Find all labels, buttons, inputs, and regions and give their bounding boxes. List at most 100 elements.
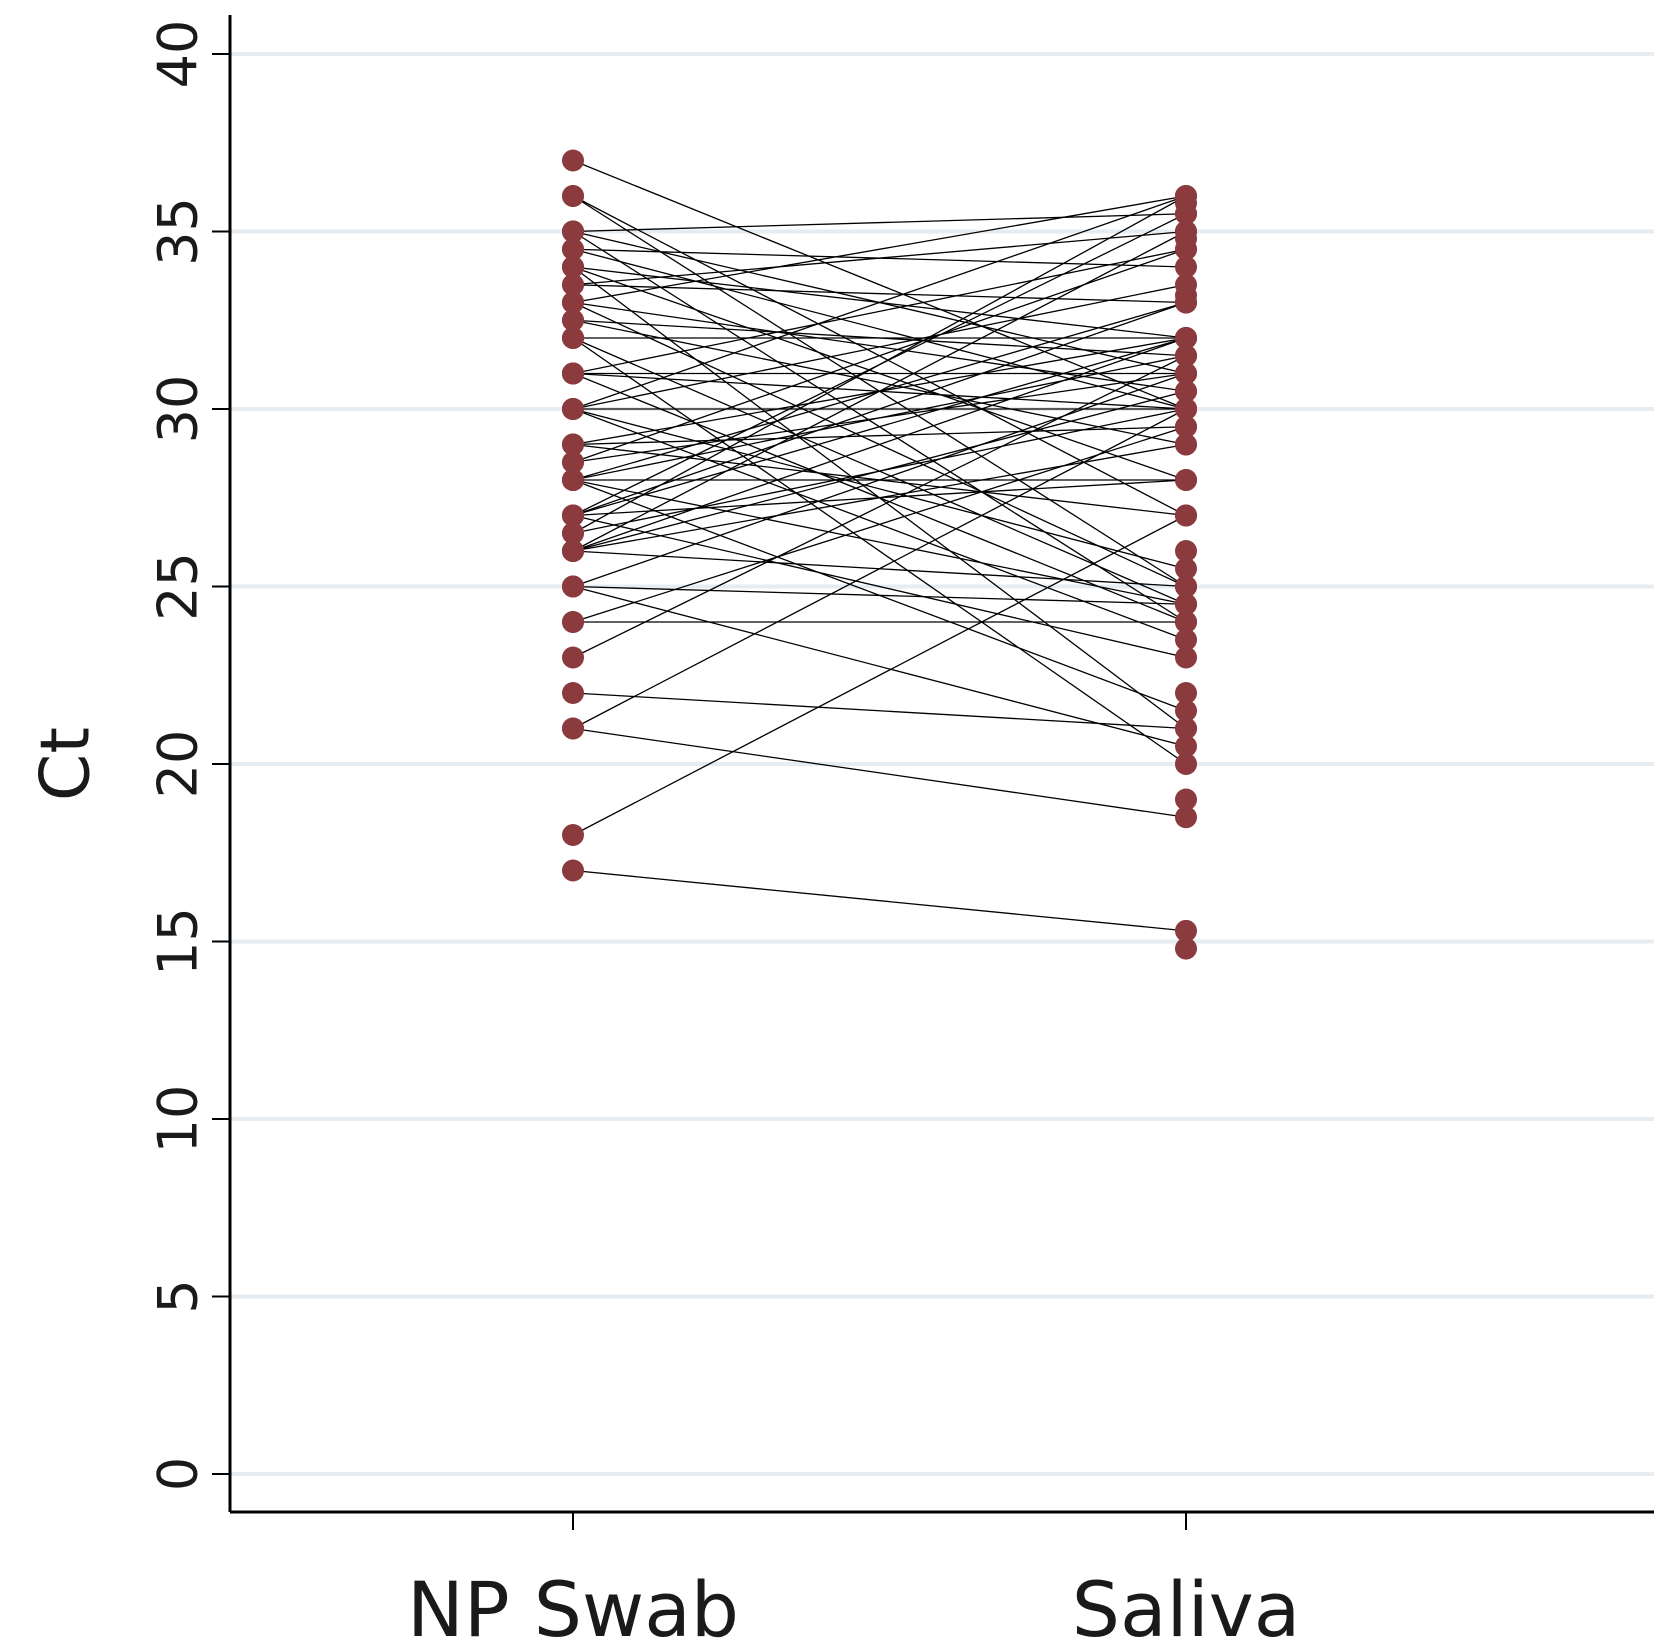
- saliva-point-57: [1175, 344, 1197, 367]
- y-tick-label-0: 0: [147, 1457, 210, 1491]
- pair-line-47: [572, 230, 1187, 552]
- saliva-point-61: [1175, 504, 1197, 527]
- pair-line-0: [572, 159, 1187, 410]
- pair-line-25: [572, 195, 1187, 410]
- np-swab-point-24: [562, 362, 584, 385]
- pair-lines: [572, 159, 1187, 932]
- saliva-point-20: [1175, 753, 1197, 775]
- np-swab-point-15: [562, 291, 584, 314]
- x-category-label-1: Saliva: [1072, 1565, 1301, 1651]
- pair-line-15: [572, 195, 1187, 304]
- np-swab-point-34: [562, 451, 584, 474]
- saliva-extra-point-5: [1175, 227, 1197, 250]
- saliva-point-58: [1175, 717, 1197, 740]
- pair-line-56: [572, 426, 1187, 623]
- saliva-point-50: [1175, 575, 1197, 598]
- np-swab-point-0: [562, 149, 584, 172]
- y-tick-label-15: 15: [147, 907, 210, 976]
- pair-line-48: [572, 337, 1187, 552]
- pair-line-20: [572, 337, 1187, 765]
- y-axis-title: Ct: [27, 727, 106, 801]
- np-swab-point-5: [562, 220, 584, 243]
- pair-line-43: [572, 514, 1187, 659]
- pair-line-51: [572, 443, 1187, 552]
- saliva-point-29: [1175, 628, 1197, 651]
- saliva-point-38: [1175, 699, 1197, 722]
- saliva-point-59: [1175, 398, 1197, 420]
- np-swab-point-57: [562, 646, 584, 669]
- np-swab-point-12: [562, 273, 584, 296]
- pair-line-31: [572, 426, 1187, 446]
- np-swab-point-60: [562, 717, 584, 740]
- saliva-point-48: [1175, 327, 1197, 349]
- np-swab-point-44: [562, 504, 584, 527]
- pair-line-17: [572, 319, 1187, 446]
- pair-line-3: [572, 213, 1187, 233]
- saliva-extra-point-3: [1175, 540, 1197, 562]
- saliva-point-56: [1175, 415, 1197, 438]
- pair-line-37: [572, 479, 1187, 605]
- y-tick-label-35: 35: [147, 197, 210, 266]
- pair-line-57: [572, 355, 1187, 659]
- grid-lines: [230, 52, 1654, 1476]
- saliva-point-62: [1175, 919, 1197, 942]
- pair-line-62: [572, 869, 1187, 932]
- np-swab-point-10: [562, 256, 584, 278]
- np-swab-point-62: [562, 859, 584, 882]
- np-swab-point-29: [562, 398, 584, 420]
- np-swab-point-32: [562, 433, 584, 456]
- pair-line-11: [572, 230, 1187, 286]
- saliva-point-43: [1175, 646, 1197, 669]
- np-swab-point-61: [562, 824, 584, 846]
- pair-line-60: [572, 727, 1187, 818]
- pair-line-41: [572, 337, 1187, 517]
- saliva-point-49: [1175, 380, 1197, 403]
- saliva-point-53: [1175, 362, 1197, 385]
- y-tick-label-30: 30: [147, 375, 210, 444]
- saliva-point-27: [1175, 557, 1197, 580]
- axis-ticks: 0 5 10 15 20 25 30 35 40 NP Swab Saliva: [147, 20, 1301, 1651]
- pair-line-33: [572, 248, 1187, 463]
- saliva-point-52: [1175, 593, 1197, 616]
- saliva-point-55: [1175, 611, 1197, 633]
- y-tick-label-20: 20: [147, 730, 210, 799]
- pair-line-61: [572, 514, 1187, 836]
- np-swab-point-58: [562, 682, 584, 704]
- pair-line-27: [572, 408, 1187, 570]
- pair-line-54: [572, 585, 1187, 747]
- pair-line-44: [572, 301, 1187, 517]
- pair-line-53: [572, 372, 1187, 588]
- saliva-extra-point-4: [1175, 192, 1197, 215]
- pair-line-12: [572, 284, 1187, 304]
- y-tick-label-5: 5: [147, 1279, 210, 1313]
- pair-line-45: [572, 195, 1187, 534]
- pair-line-28: [572, 284, 1187, 410]
- saliva-point-42: [1175, 469, 1197, 491]
- np-swab-point-17: [562, 309, 584, 332]
- saliva-point-6: [1175, 256, 1197, 278]
- np-swab-point-2: [562, 185, 584, 207]
- saliva-point-51: [1175, 433, 1197, 456]
- y-tick-label-40: 40: [147, 20, 210, 89]
- saliva-point-60: [1175, 806, 1197, 829]
- saliva-extra-point-1: [1175, 788, 1197, 811]
- y-tick-label-10: 10: [147, 1085, 210, 1154]
- np-swab-point-54: [562, 575, 584, 598]
- np-swab-point-39: [562, 469, 584, 491]
- saliva-point-54: [1175, 735, 1197, 758]
- np-swab-point-20: [562, 327, 584, 349]
- saliva-extra-point-2: [1175, 682, 1197, 704]
- pair-line-24: [572, 248, 1187, 375]
- np-swab-point-46: [562, 522, 584, 545]
- pair-line-52: [572, 585, 1187, 605]
- pair-line-39: [572, 355, 1187, 481]
- pair-line-49: [572, 390, 1187, 552]
- y-tick-label-25: 25: [147, 552, 210, 621]
- pair-line-59: [572, 408, 1187, 730]
- x-category-label-0: NP Swab: [407, 1565, 739, 1651]
- saliva-extra-point-0: [1175, 937, 1197, 960]
- data-points: [562, 149, 1197, 960]
- np-swab-point-7: [562, 238, 584, 261]
- saliva-extra-point-6: [1175, 284, 1197, 307]
